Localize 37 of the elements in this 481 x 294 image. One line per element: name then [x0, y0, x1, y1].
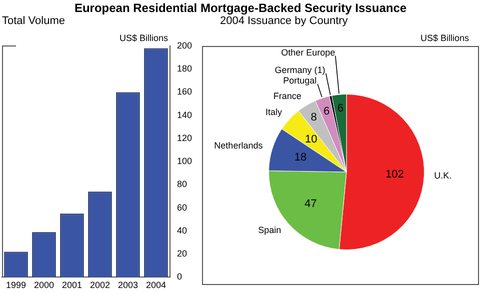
slice-label: France: [273, 91, 302, 102]
x-tick-label: 2004: [146, 280, 166, 290]
slice-label: Germany (1): [274, 64, 326, 75]
x-tick-label: 1999: [6, 280, 26, 290]
data-label: 102: [385, 168, 404, 180]
chart-title: 2004 Issuance by Country: [220, 15, 348, 27]
text: US$ Billions: [420, 32, 470, 43]
data-label: 6: [337, 102, 344, 115]
x-tick-label: 2000: [34, 280, 54, 290]
x-tick-label: 2002: [90, 280, 110, 290]
y-tick-label: 180: [176, 64, 192, 74]
slice-label: Netherlands: [214, 140, 264, 150]
y-tick-label: 0: [176, 272, 182, 282]
data-label: 18: [294, 152, 307, 164]
y-tick-label: 100: [176, 156, 192, 166]
y-tick-label: 80: [176, 179, 187, 190]
x-tick-label: 2003: [118, 280, 138, 290]
slice-label: Portugal: [283, 76, 317, 86]
slice-label: U.K.: [434, 170, 452, 181]
slice-label: Italy: [266, 106, 283, 117]
y-tick-label: 160: [176, 86, 192, 97]
y-tick-label: 20: [176, 248, 187, 259]
slice-label: Spain: [258, 224, 282, 235]
data-label: 6: [324, 105, 330, 118]
y-tick-label: 200: [176, 40, 192, 50]
slice-label: Other Europe: [281, 47, 336, 58]
y-tick-label: 140: [176, 110, 192, 120]
data-label: 8: [310, 111, 317, 124]
chart-subtitle: Total Volume: [2, 15, 65, 27]
data-label: 10: [304, 133, 318, 146]
x-tick-label: 2001: [62, 280, 82, 290]
y-tick-label: 40: [176, 225, 187, 236]
y-tick-label: 120: [176, 132, 192, 143]
y-tick-label: 60: [176, 202, 187, 212]
y-axis-title: US$ Billions: [119, 32, 168, 43]
data-label: 47: [304, 198, 317, 210]
text: European Residential Mortgage-Backed Security Issuance: [73, 1, 408, 15]
